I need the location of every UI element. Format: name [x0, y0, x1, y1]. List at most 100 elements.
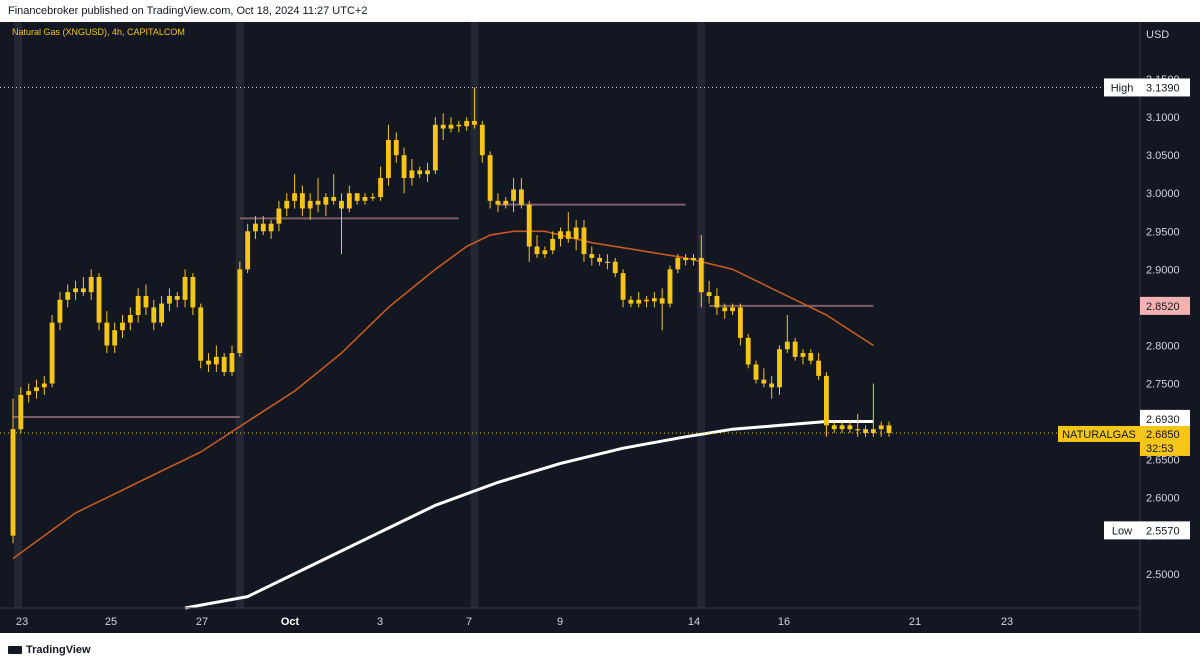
- candle-body: [88, 276, 94, 293]
- candle: [518, 178, 524, 209]
- candle: [432, 117, 438, 175]
- candle-body: [870, 429, 876, 433]
- candle-body: [753, 364, 759, 380]
- candle-body: [816, 360, 822, 376]
- candle-body: [589, 254, 595, 258]
- symbol-tag-text: NATURALGAS: [1062, 429, 1136, 441]
- candle-body: [667, 269, 673, 304]
- high-tag-text: High: [1111, 82, 1134, 94]
- level-value-bg: [1140, 296, 1190, 315]
- price-tick-label: 3.1000: [1146, 112, 1180, 124]
- candle-body: [151, 307, 157, 323]
- candle: [605, 254, 610, 270]
- candle-body: [245, 231, 251, 270]
- candle-body: [182, 276, 188, 300]
- candle: [417, 166, 423, 179]
- time-tick-label: 14: [688, 616, 700, 628]
- price-chart[interactable]: 3.15003.10003.05003.00002.95002.90002.85…: [0, 22, 1200, 633]
- candle-body: [573, 227, 579, 239]
- candle-body: [558, 231, 563, 239]
- candle: [534, 235, 540, 258]
- candle: [213, 345, 219, 373]
- candle: [378, 166, 384, 201]
- candle-body: [487, 155, 493, 201]
- candle-body: [550, 238, 556, 251]
- candle-body: [276, 208, 282, 224]
- tradingview-brand: TradingView: [26, 644, 91, 656]
- last-value-text: 2.6850: [1146, 429, 1180, 441]
- high-value-bg: [1140, 78, 1190, 97]
- candle-body: [659, 298, 665, 304]
- candle-body: [863, 429, 868, 433]
- time-tick-label: 23: [1001, 616, 1013, 628]
- candle: [737, 303, 743, 346]
- candle-body: [386, 139, 391, 179]
- price-tick-label: 3.0000: [1146, 188, 1180, 200]
- candle-body: [518, 189, 524, 205]
- candle: [542, 246, 548, 258]
- last-value-bg: [1140, 425, 1190, 456]
- candle: [198, 303, 204, 369]
- candle-body: [315, 200, 321, 205]
- candle: [57, 292, 63, 331]
- candle-body: [143, 295, 149, 308]
- candle-body: [112, 330, 118, 346]
- time-tick-label: Oct: [281, 616, 300, 628]
- candle-body: [698, 257, 704, 293]
- candle: [550, 231, 556, 255]
- candle: [73, 280, 78, 300]
- price-tick-label: 2.8000: [1146, 340, 1180, 352]
- candle: [620, 269, 626, 308]
- candle: [127, 307, 133, 331]
- candle: [886, 421, 892, 437]
- candle-body: [495, 200, 501, 205]
- candle: [299, 185, 305, 217]
- tradingview-logo[interactable]: TradingView: [8, 644, 91, 656]
- candle: [18, 387, 24, 433]
- candle: [589, 246, 595, 266]
- session-separator: [697, 22, 706, 608]
- candle: [745, 334, 751, 369]
- candle: [878, 421, 884, 437]
- candle-body: [401, 155, 407, 179]
- low-value-bg: [1140, 521, 1190, 540]
- candle: [65, 284, 71, 308]
- candle: [456, 120, 462, 133]
- candle: [511, 178, 516, 213]
- candle: [769, 375, 775, 399]
- candle: [597, 254, 603, 266]
- candle-body: [393, 139, 399, 156]
- candle: [855, 413, 861, 437]
- candle: [96, 273, 102, 331]
- candle: [362, 193, 368, 205]
- candle-body: [706, 292, 712, 296]
- candle-body: [636, 299, 642, 304]
- low-tag-bg: [1104, 521, 1140, 540]
- candle: [683, 254, 689, 266]
- candle: [190, 273, 196, 315]
- candle: [370, 193, 376, 201]
- candle: [487, 151, 493, 209]
- low-label: Low 2.5570: [1104, 521, 1190, 540]
- time-tick-label: 27: [196, 616, 208, 628]
- candle-body: [784, 341, 790, 350]
- candle-body: [323, 197, 329, 205]
- session-separator: [470, 22, 479, 608]
- time-tick-label: 3: [377, 616, 383, 628]
- candle-body: [777, 349, 782, 388]
- candle: [472, 87, 477, 129]
- candle: [691, 254, 696, 266]
- time-tick-label: 9: [557, 616, 563, 628]
- candle-body: [284, 200, 290, 209]
- candle: [26, 383, 32, 403]
- candle-body: [127, 315, 133, 323]
- candle: [339, 193, 344, 255]
- candle: [558, 227, 563, 247]
- candle: [464, 117, 470, 131]
- candle: [49, 315, 55, 388]
- time-axis[interactable]: 23 25 27 Oct 3 7 9 14 16 21 23: [16, 616, 1013, 628]
- candle: [659, 288, 665, 331]
- candle: [88, 269, 94, 300]
- candle-body: [198, 307, 204, 361]
